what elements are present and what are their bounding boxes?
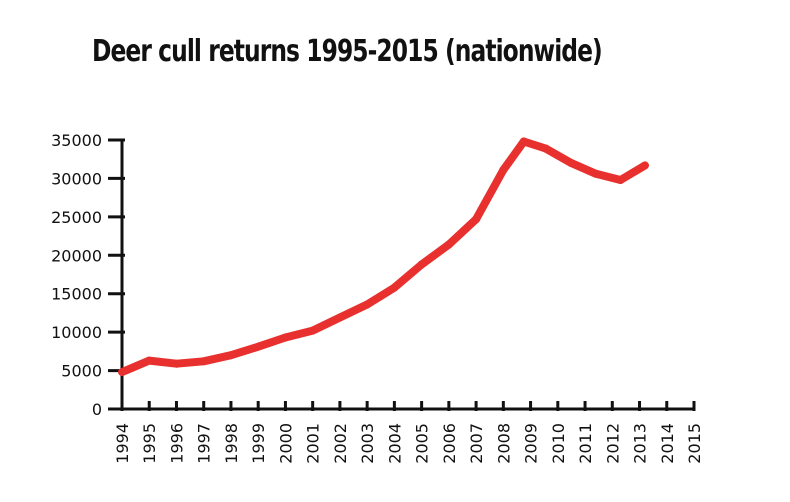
series-line-0 [120,137,648,376]
x-tick-label: 1998 [222,423,241,464]
x-tick-label: 2000 [276,423,295,464]
data-point [227,351,235,360]
data-point [363,300,372,309]
x-tick-label: 2006 [440,423,459,464]
y-tick-label: 35000 [51,131,102,150]
x-tick-label: 2002 [331,423,350,464]
x-tick-label: 2012 [603,423,622,464]
y-tick-label: 10000 [51,323,102,342]
x-tick-label: 2008 [494,423,513,464]
x-tick-label: 2011 [576,423,595,464]
x-tick-label: 2009 [522,423,541,464]
x-tick-label: 2003 [358,423,377,464]
y-tick-label: 15000 [51,285,102,304]
data-point [444,240,453,249]
y-tick-label: 25000 [51,208,102,227]
x-tick-label: 2007 [467,423,486,464]
y-tick-label: 20000 [51,246,102,265]
x-tick-label: 1995 [140,423,159,464]
x-tick-label: 1996 [167,423,186,464]
data-point [199,357,208,366]
data-point [499,166,508,174]
x-tick-label: 2005 [413,423,432,464]
series-layer [118,137,649,377]
x-tick-label: 2010 [549,423,568,464]
data-point [335,313,344,322]
data-point [567,159,576,168]
data-point [591,169,600,178]
data-point [472,215,481,224]
data-point [390,283,399,292]
data-point [417,260,426,269]
data-point [616,176,625,184]
chart-title: Deer cull returns 1995-2015 (nationwide) [92,34,603,69]
data-point [519,137,528,146]
x-tick-label: 2013 [631,423,650,464]
x-tick-label: 1997 [195,423,214,464]
data-point [281,333,290,342]
x-axis: 1994 1995 1996 1997 1998 1999 2000 2001 2002 2003… [113,401,704,464]
data-point [172,359,181,368]
x-tick-label: 1999 [249,423,268,464]
data-point [641,161,649,170]
data-point [541,144,550,153]
x-tick-label: 2014 [658,423,677,464]
y-tick-label: 0 [92,400,102,419]
x-tick-label: 2001 [304,423,323,464]
data-point [308,326,317,335]
y-tick-label: 30000 [51,169,102,188]
data-point [145,356,154,365]
x-tick-label: 1994 [113,423,132,464]
data-point [254,342,263,351]
y-axis: 0 5000 10000 15000 20000 25000 30000 35000 [51,131,125,419]
x-tick-label: 2004 [385,423,404,464]
y-tick-label: 5000 [61,362,102,381]
x-tick-label: 2015 [685,423,704,464]
data-point [118,368,126,377]
